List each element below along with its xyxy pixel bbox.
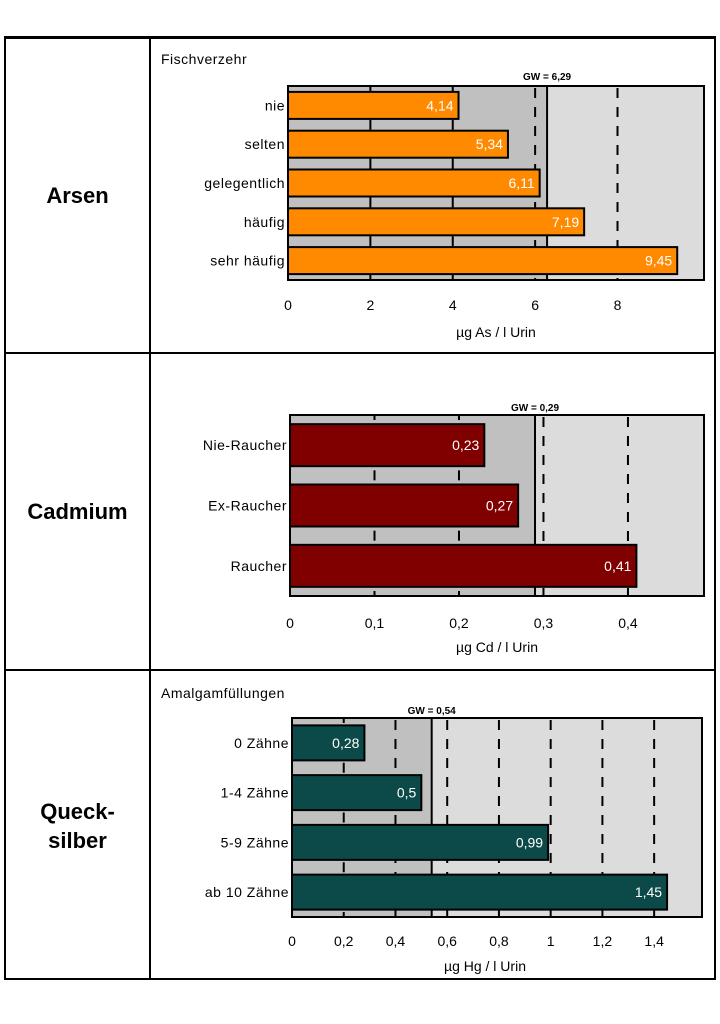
metal-cell-quecksilber: Queck- silber xyxy=(6,671,151,980)
category-label: ab 10 Zähne xyxy=(205,884,289,900)
bar xyxy=(287,207,586,237)
x-tick-label: 0,8 xyxy=(489,933,509,949)
bar xyxy=(291,823,550,861)
x-tick-label: 0,6 xyxy=(437,933,457,949)
metal-label-arsen: Arsen xyxy=(46,183,109,208)
group-title: Amalgamfüllungen xyxy=(161,685,285,701)
bar-value-label: 6,11 xyxy=(508,175,534,191)
bar-value-label: 0,5 xyxy=(397,785,417,801)
reference-label: GW = 6,29 xyxy=(523,72,572,83)
bar xyxy=(289,423,486,468)
bar-value-label: 0,23 xyxy=(452,437,479,453)
bar-value-label: 9,45 xyxy=(645,253,672,269)
chart-cell-arsen: 4,14 nie 5,34 selten 6,11 gelegentlich 7,19 häu… xyxy=(151,39,714,352)
x-tick-label: 0,1 xyxy=(365,615,385,631)
x-tick-label: 6 xyxy=(531,297,539,313)
category-label: nie xyxy=(265,97,285,113)
bar xyxy=(291,873,669,911)
bar-value-label: 0,27 xyxy=(486,498,513,514)
bar-value-label: 7,19 xyxy=(552,214,579,230)
category-label: Ex-Raucher xyxy=(208,498,287,514)
row-quecksilber: Queck- silber 0,28 0 Zähne 0,5 1-4 Zähne 0,9… xyxy=(6,669,714,980)
x-axis-label: µg Cd / l Urin xyxy=(456,639,538,655)
x-tick-label: 0,2 xyxy=(334,933,354,949)
metal-label-quecksilber: Queck- silber xyxy=(40,798,115,853)
metal-cell-arsen: Arsen xyxy=(6,39,151,352)
category-label: 5-9 Zähne xyxy=(221,834,289,850)
x-tick-label: 1,4 xyxy=(644,933,664,949)
metal-label-cadmium: Cadmium xyxy=(27,499,128,524)
bar xyxy=(287,129,509,159)
metal-cell-cadmium: Cadmium xyxy=(6,354,151,669)
bar-value-label: 0,28 xyxy=(332,735,359,751)
x-tick-label: 2 xyxy=(366,297,374,313)
reference-label: GW = 0,54 xyxy=(408,706,457,717)
x-tick-label: 1 xyxy=(547,933,555,949)
bar-value-label: 5,34 xyxy=(476,136,503,152)
category-label: gelegentlich xyxy=(204,175,285,191)
chart-quecksilber: 0,28 0 Zähne 0,5 1-4 Zähne 0,99 5-9 Zähne 1,45… xyxy=(161,685,703,974)
x-tick-label: 0,4 xyxy=(386,933,406,949)
category-label: 0 Zähne xyxy=(234,735,289,751)
bar-value-label: 1,45 xyxy=(635,884,662,900)
chart-arsen: 4,14 nie 5,34 selten 6,11 gelegentlich 7,19 häu… xyxy=(161,51,705,340)
metals-table: Arsen 4,14 nie 5,34 selten 6,11 gelegentlich 7… xyxy=(4,36,716,980)
x-tick-label: 0 xyxy=(284,297,292,313)
row-arsen: Arsen 4,14 nie 5,34 selten 6,11 gelegentlich 7… xyxy=(6,39,714,352)
category-label: 1-4 Zähne xyxy=(221,785,289,801)
chart-cadmium: 0,23 Nie-Raucher 0,27 Ex-Raucher 0,41 Raucher… xyxy=(203,403,705,655)
row-cadmium: Cadmium 0,23 Nie-Raucher 0,27 Ex-Raucher 0,4… xyxy=(6,352,714,669)
plot-border xyxy=(287,85,705,281)
x-axis-label: µg As / l Urin xyxy=(456,324,536,340)
x-tick-label: 0,3 xyxy=(534,615,554,631)
plot-border xyxy=(289,414,705,597)
category-label: selten xyxy=(245,136,285,152)
bar xyxy=(287,90,460,120)
group-title: Fischverzehr xyxy=(161,51,247,67)
bar-value-label: 4,14 xyxy=(426,97,453,113)
bar xyxy=(287,168,541,198)
reference-label: GW = 0,29 xyxy=(511,403,560,414)
bar-value-label: 0,99 xyxy=(516,834,543,850)
bar xyxy=(289,543,638,588)
category-label: Nie-Raucher xyxy=(203,437,287,453)
category-label: häufig xyxy=(244,214,285,230)
x-tick-label: 0 xyxy=(288,933,296,949)
x-axis-label: µg Hg / l Urin xyxy=(444,958,526,974)
bar xyxy=(289,483,520,528)
x-tick-label: 4 xyxy=(449,297,457,313)
plot-border xyxy=(291,717,703,918)
category-label: Raucher xyxy=(231,558,287,574)
x-tick-label: 0 xyxy=(286,615,294,631)
bar xyxy=(287,246,679,276)
chart-cell-quecksilber: 0,28 0 Zähne 0,5 1-4 Zähne 0,99 5-9 Zähne 1,45… xyxy=(151,671,714,980)
category-label: sehr häufig xyxy=(210,253,285,269)
bar-value-label: 0,41 xyxy=(604,558,631,574)
x-tick-label: 0,2 xyxy=(449,615,469,631)
x-tick-label: 1,2 xyxy=(593,933,613,949)
chart-cell-cadmium: 0,23 Nie-Raucher 0,27 Ex-Raucher 0,41 Raucher… xyxy=(151,354,714,669)
x-tick-label: 0,4 xyxy=(618,615,638,631)
x-tick-label: 8 xyxy=(614,297,622,313)
